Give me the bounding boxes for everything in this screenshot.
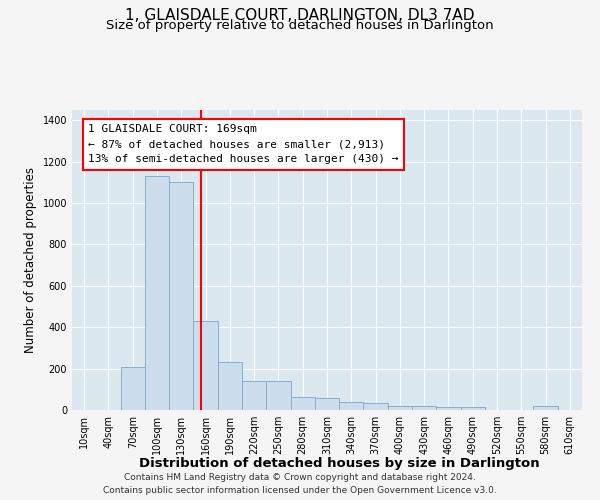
- Text: Size of property relative to detached houses in Darlington: Size of property relative to detached ho…: [106, 19, 494, 32]
- Text: Distribution of detached houses by size in Darlington: Distribution of detached houses by size …: [139, 458, 539, 470]
- Bar: [169, 182, 193, 410]
- Bar: [533, 406, 558, 410]
- Bar: [436, 407, 461, 410]
- Bar: [315, 398, 339, 410]
- Bar: [193, 321, 218, 410]
- Bar: [290, 396, 315, 410]
- Text: 1 GLAISDALE COURT: 169sqm
← 87% of detached houses are smaller (2,913)
13% of se: 1 GLAISDALE COURT: 169sqm ← 87% of detac…: [88, 124, 398, 164]
- Bar: [121, 366, 145, 410]
- Bar: [145, 176, 169, 410]
- Bar: [461, 407, 485, 410]
- Text: 1, GLAISDALE COURT, DARLINGTON, DL3 7AD: 1, GLAISDALE COURT, DARLINGTON, DL3 7AD: [125, 8, 475, 22]
- Bar: [339, 402, 364, 410]
- Bar: [364, 403, 388, 410]
- Text: Contains HM Land Registry data © Crown copyright and database right 2024.
Contai: Contains HM Land Registry data © Crown c…: [103, 474, 497, 495]
- Y-axis label: Number of detached properties: Number of detached properties: [24, 167, 37, 353]
- Bar: [266, 381, 290, 410]
- Bar: [388, 406, 412, 410]
- Bar: [412, 406, 436, 410]
- Bar: [218, 362, 242, 410]
- Bar: [242, 381, 266, 410]
